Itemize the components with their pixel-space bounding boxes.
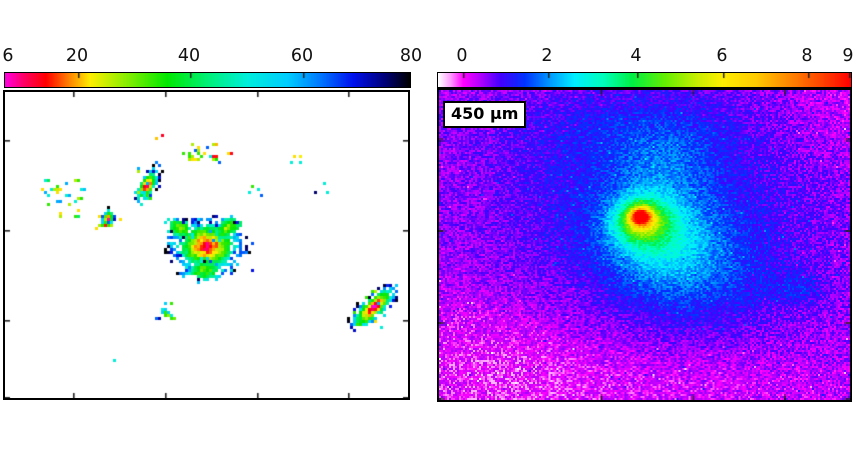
left-map-frame (3, 90, 410, 400)
colorbar-tick-label: 9 (842, 46, 854, 66)
left-colorbar (4, 72, 411, 88)
colorbar-tick-label: 40 (177, 46, 201, 66)
colorbar-tick-label: 2 (541, 46, 553, 66)
left-map-canvas (5, 92, 408, 398)
left-colorbar-labels: 6 20 40 60 80 (2, 46, 422, 70)
colorbar-tick-label: 6 (2, 46, 14, 66)
right-colorbar (437, 72, 852, 88)
colorbar-tick-label: 80 (399, 46, 423, 66)
colorbar-tick-label: 0 (456, 46, 468, 66)
colorbar-tick-label: 20 (65, 46, 89, 66)
right-colorbar-labels: 0 2 4 6 8 9 (437, 46, 854, 70)
colorbar-tick-label: 60 (290, 46, 314, 66)
colorbar-tick-label: 6 (716, 46, 728, 66)
wavelength-label-box: 450 µm (443, 101, 527, 128)
wavelength-label: 450 µm (451, 104, 519, 123)
right-map-frame: 450 µm (437, 88, 852, 402)
colorbar-tick-label: 8 (801, 46, 813, 66)
colorbar-tick-label: 4 (630, 46, 642, 66)
right-map-canvas (439, 90, 850, 400)
